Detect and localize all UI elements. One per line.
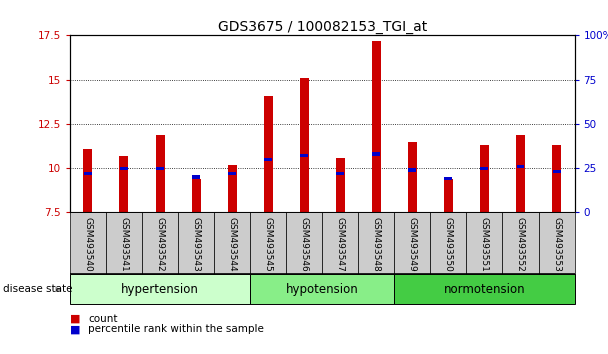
Bar bbox=[142, 212, 178, 274]
Text: disease state: disease state bbox=[3, 284, 72, 295]
Bar bbox=[395, 212, 430, 274]
Text: GSM493540: GSM493540 bbox=[83, 217, 92, 272]
Text: GSM493546: GSM493546 bbox=[300, 217, 309, 272]
Bar bbox=[480, 145, 489, 212]
Bar bbox=[178, 212, 214, 274]
Bar bbox=[120, 166, 128, 170]
Bar bbox=[84, 172, 92, 175]
Bar bbox=[322, 212, 358, 274]
Bar bbox=[250, 274, 395, 304]
Bar bbox=[336, 172, 344, 175]
Bar bbox=[214, 212, 250, 274]
Text: GSM493541: GSM493541 bbox=[120, 217, 128, 272]
Bar bbox=[192, 179, 201, 212]
Text: GSM493547: GSM493547 bbox=[336, 217, 345, 272]
Bar bbox=[517, 165, 525, 168]
Bar bbox=[553, 170, 561, 173]
Bar bbox=[372, 152, 380, 156]
Bar bbox=[539, 212, 575, 274]
Text: normotension: normotension bbox=[444, 283, 525, 296]
Bar bbox=[430, 212, 466, 274]
Text: GSM493545: GSM493545 bbox=[264, 217, 272, 272]
Text: ■: ■ bbox=[70, 324, 80, 334]
Text: GSM493544: GSM493544 bbox=[227, 217, 237, 272]
Bar bbox=[192, 176, 200, 179]
Text: ■: ■ bbox=[70, 314, 80, 324]
Bar bbox=[227, 165, 237, 212]
Text: GSM493553: GSM493553 bbox=[552, 217, 561, 272]
Title: GDS3675 / 100082153_TGI_at: GDS3675 / 100082153_TGI_at bbox=[218, 21, 427, 34]
Text: count: count bbox=[88, 314, 118, 324]
Bar bbox=[395, 274, 575, 304]
Text: hypotension: hypotension bbox=[286, 283, 359, 296]
Bar bbox=[300, 154, 308, 157]
Bar bbox=[83, 149, 92, 212]
Bar bbox=[480, 166, 488, 170]
Bar bbox=[228, 172, 236, 175]
Bar bbox=[120, 156, 128, 212]
Bar bbox=[264, 96, 272, 212]
Bar bbox=[300, 78, 309, 212]
Text: GSM493552: GSM493552 bbox=[516, 217, 525, 272]
Bar bbox=[156, 135, 165, 212]
Text: GSM493548: GSM493548 bbox=[372, 217, 381, 272]
Bar bbox=[466, 212, 502, 274]
Bar bbox=[516, 135, 525, 212]
Bar bbox=[552, 145, 561, 212]
Text: percentile rank within the sample: percentile rank within the sample bbox=[88, 324, 264, 334]
Bar bbox=[70, 212, 106, 274]
Bar bbox=[70, 274, 250, 304]
Text: GSM493549: GSM493549 bbox=[408, 217, 417, 272]
Bar bbox=[106, 212, 142, 274]
Text: GSM493542: GSM493542 bbox=[156, 217, 165, 272]
Bar bbox=[336, 158, 345, 212]
Text: GSM493543: GSM493543 bbox=[192, 217, 201, 272]
Bar bbox=[372, 41, 381, 212]
Bar bbox=[286, 212, 322, 274]
Text: GSM493550: GSM493550 bbox=[444, 217, 453, 272]
Bar bbox=[358, 212, 395, 274]
Bar bbox=[250, 212, 286, 274]
Bar bbox=[409, 169, 416, 172]
Text: GSM493551: GSM493551 bbox=[480, 217, 489, 272]
Bar bbox=[408, 142, 417, 212]
Text: hypertension: hypertension bbox=[121, 283, 199, 296]
Bar bbox=[502, 212, 539, 274]
Bar bbox=[156, 166, 164, 170]
Bar bbox=[444, 179, 453, 212]
Bar bbox=[444, 177, 452, 181]
Bar bbox=[264, 158, 272, 161]
